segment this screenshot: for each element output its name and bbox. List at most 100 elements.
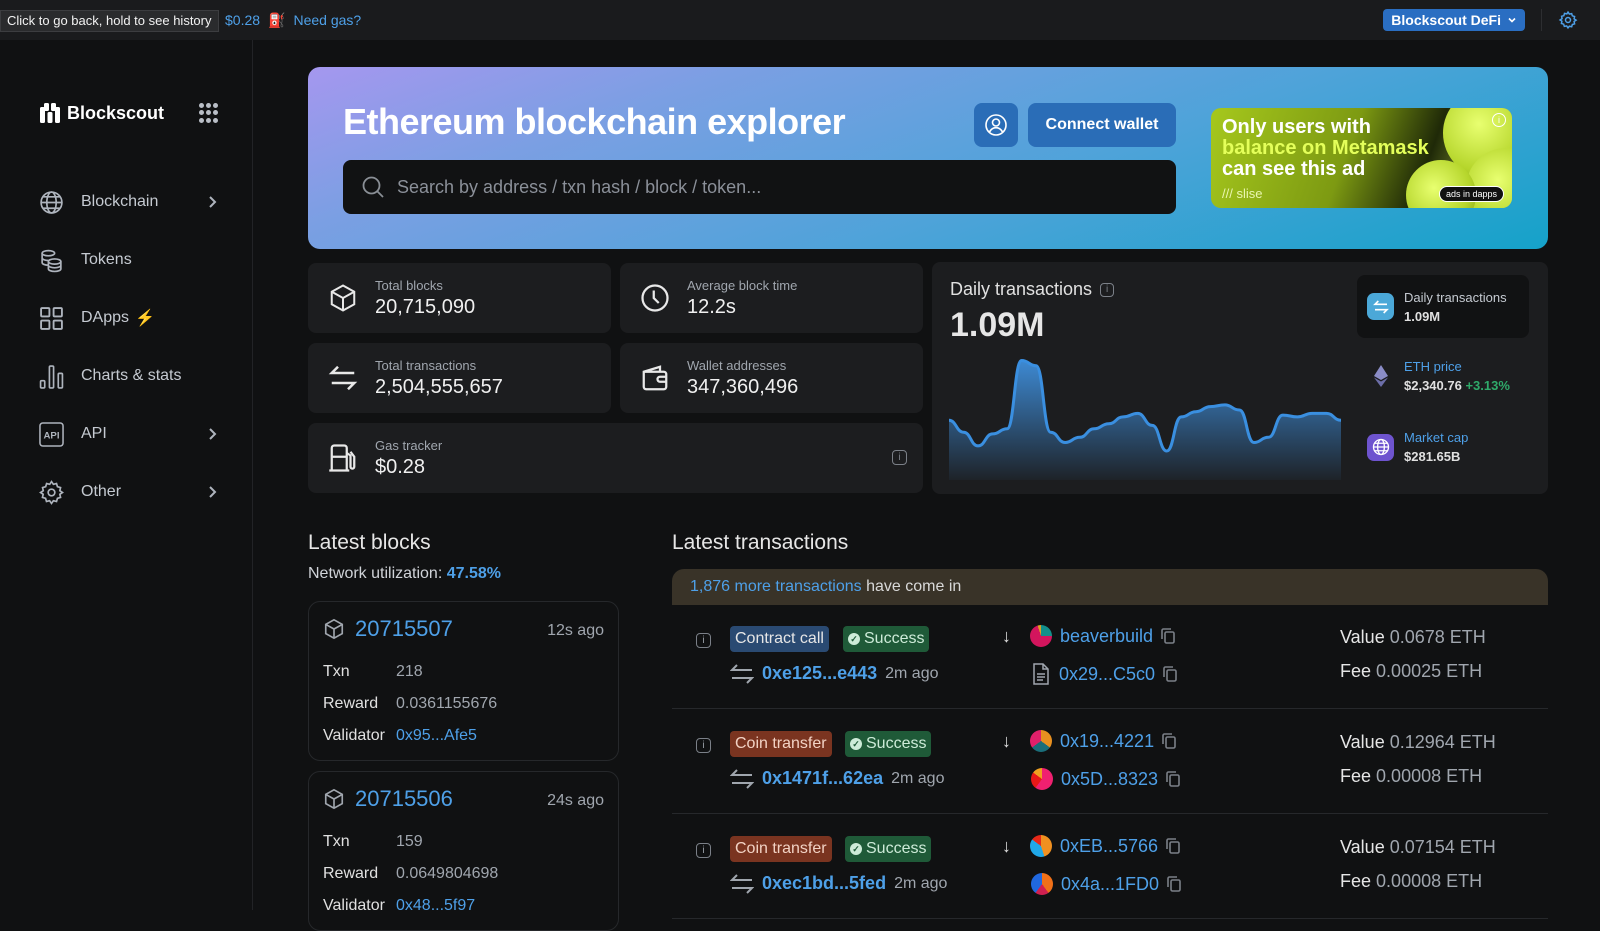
latest-transactions-title: Latest transactions — [672, 531, 849, 554]
reward-value: 0.0361155676 — [396, 695, 498, 712]
back-button-tooltip: Click to go back, hold to see history — [0, 10, 219, 32]
sidebar-item-api[interactable]: API API — [39, 405, 219, 463]
lightning-icon: ⚡ — [135, 310, 155, 327]
daily-transactions-card: Daily transactions i 1.09M Daily transac… — [932, 262, 1548, 494]
tx-hash-link[interactable]: 0xe125...e443 — [762, 663, 878, 683]
search-bar[interactable] — [343, 160, 1176, 214]
chevron-right-icon — [209, 486, 217, 498]
info-icon[interactable]: i — [892, 450, 907, 465]
fee-label: Fee — [1340, 661, 1372, 681]
sidebar-item-dapps[interactable]: DApps ⚡ — [39, 289, 219, 347]
copy-icon[interactable] — [1162, 733, 1176, 749]
sidebar-item-blockchain[interactable]: Blockchain — [39, 173, 219, 231]
hero-banner: Ethereum blockchain explorer Connect wal… — [308, 67, 1548, 249]
blockscout-logo[interactable]: Blockscout — [39, 102, 164, 124]
sidebar-item-other[interactable]: Other — [39, 463, 219, 521]
cube-icon — [330, 284, 356, 312]
copy-icon[interactable] — [1161, 628, 1175, 644]
address-avatar — [1030, 835, 1052, 857]
info-icon[interactable]: i — [696, 633, 711, 648]
to-address-link[interactable]: 0x5D...8323 — [1061, 768, 1159, 789]
info-icon[interactable]: i — [696, 843, 711, 858]
tx-hash-link[interactable]: 0xec1bd...5fed — [762, 873, 887, 893]
status-badge: ✓ Success — [843, 626, 930, 652]
tx-hash-link[interactable]: 0x1471f...62ea — [762, 768, 884, 788]
from-address-link[interactable]: beaverbuild — [1060, 625, 1154, 646]
block-card: 20715507 12s ago Txn 218 Reward 0.03611556… — [308, 601, 619, 761]
ad-brand: /// slise — [1222, 186, 1263, 201]
fee-amount: 0.00025 ETH — [1376, 661, 1483, 681]
value-amount: 0.0678 ETH — [1389, 627, 1486, 647]
stat-label: Total transactions — [375, 358, 477, 373]
user-profile-button[interactable] — [974, 103, 1018, 147]
address-avatar — [1031, 768, 1053, 790]
need-gas-link[interactable]: Need gas? — [293, 12, 362, 28]
api-icon: API — [39, 421, 64, 447]
transfer-icon — [730, 873, 754, 894]
to-address-link[interactable]: 0x29...C5c0 — [1059, 663, 1156, 684]
chart-title: Daily transactions — [950, 279, 1093, 299]
info-icon[interactable]: i — [1100, 282, 1115, 297]
stat-value: 20,715,090 — [375, 296, 476, 318]
apps-grid-icon[interactable] — [199, 103, 219, 123]
side-stat-value: $2,340.76 — [1404, 378, 1462, 393]
notice-text: have come in — [861, 578, 962, 595]
side-stat-market-cap[interactable]: Market cap $281.65B — [1357, 414, 1529, 480]
block-age: 12s ago — [547, 622, 604, 639]
validator-link[interactable]: 0x48...5f97 — [396, 897, 476, 914]
value-label: Value — [1340, 732, 1385, 752]
stat-total-blocks: Total blocks 20,715,090 — [308, 263, 611, 333]
daily-transactions-chart[interactable] — [949, 352, 1341, 480]
value-amount: 0.12964 ETH — [1389, 732, 1496, 752]
copy-icon[interactable] — [1163, 666, 1177, 682]
tx-value: Value 0.0678 ETH — [1340, 627, 1486, 648]
clock-icon — [641, 284, 669, 312]
side-stat-label: ETH price — [1404, 359, 1462, 374]
from-address-link[interactable]: 0xEB...5766 — [1060, 835, 1159, 856]
from-address-link[interactable]: 0x19...4221 — [1060, 730, 1155, 751]
ad-line-3: can see this ad — [1222, 158, 1366, 180]
more-transactions-link[interactable]: 1,876 more transactions — [690, 578, 862, 595]
block-number-link[interactable]: 20715507 — [355, 616, 453, 641]
chevron-right-icon — [209, 196, 217, 208]
latest-blocks-title: Latest blocks — [308, 531, 431, 554]
stat-label: Average block time — [687, 278, 798, 293]
sidebar-nav: Blockchain Tokens DApps ⚡ Charts & stats … — [39, 173, 219, 521]
network-selector-button[interactable]: Blockscout DeFi — [1383, 9, 1525, 31]
page-title: Ethereum blockchain explorer — [343, 101, 846, 142]
transfer-icon — [730, 663, 754, 684]
stat-value: 2,504,555,657 — [375, 376, 503, 398]
to-address-link[interactable]: 0x4a...1FD0 — [1061, 873, 1160, 894]
sidebar-item-tokens[interactable]: Tokens — [39, 231, 219, 289]
arrow-down-icon: ↓ — [1002, 625, 1011, 646]
address-avatar — [1030, 625, 1052, 647]
divider — [1541, 9, 1542, 31]
validator-link[interactable]: 0x95...Afe5 — [396, 727, 477, 744]
network-utilization-value: 47.58% — [446, 565, 501, 582]
ad-banner[interactable]: Only users with balance on Metamask can … — [1211, 108, 1512, 208]
info-icon[interactable]: i — [696, 738, 711, 753]
tx-type-badge: Contract call — [730, 626, 829, 652]
connect-wallet-button[interactable]: Connect wallet — [1028, 103, 1176, 147]
gas-price: $0.28 — [225, 12, 261, 28]
block-number-link[interactable]: 20715506 — [355, 786, 453, 811]
copy-icon[interactable] — [1167, 876, 1181, 892]
sidebar-item-label: API — [81, 425, 107, 442]
copy-icon[interactable] — [1166, 838, 1180, 854]
brand-name: Blockscout — [67, 102, 165, 123]
tx-fee: Fee 0.00008 ETH — [1340, 871, 1482, 892]
reward-label: Reward — [323, 865, 379, 882]
side-stat-eth-price[interactable]: ETH price $2,340.76 +3.13% — [1357, 343, 1529, 409]
fee-label: Fee — [1340, 766, 1372, 786]
value-label: Value — [1340, 627, 1385, 647]
search-input[interactable] — [397, 176, 1157, 198]
copy-icon[interactable] — [1166, 771, 1180, 787]
stat-label: Wallet addresses — [687, 358, 787, 373]
ad-line-2: balance on Metamask — [1222, 137, 1429, 159]
side-stat-daily-transactions[interactable]: Daily transactions 1.09M — [1357, 275, 1529, 338]
info-icon[interactable]: i — [1492, 113, 1506, 127]
sidebar-item-charts-stats[interactable]: Charts & stats — [39, 347, 219, 405]
settings-gear-icon[interactable] — [1558, 10, 1578, 30]
network-name: Blockscout DeFi — [1391, 12, 1501, 28]
transaction-row: i Coin transfer ✓ Success 0x1471f...62ea … — [672, 710, 1548, 814]
